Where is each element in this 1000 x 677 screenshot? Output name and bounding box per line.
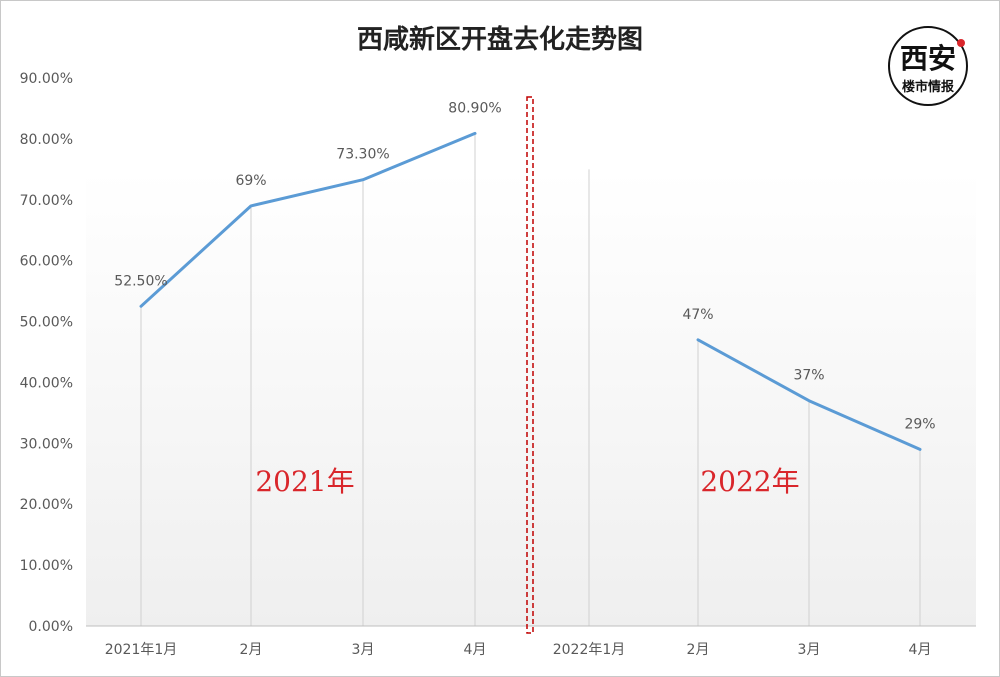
y-tick-label: 60.00% bbox=[20, 254, 73, 270]
data-label: 47% bbox=[682, 307, 713, 323]
x-tick-label: 2021年1月 bbox=[105, 642, 178, 658]
x-tick-label: 2月 bbox=[240, 642, 263, 658]
logo-subtext: 楼市情报 bbox=[902, 79, 955, 95]
logo-dot bbox=[957, 39, 965, 47]
data-labels: 52.50% 69% 73.30% 80.90% 47% 37% 29% bbox=[114, 100, 935, 432]
data-label: 29% bbox=[904, 416, 935, 432]
y-tick-label: 30.00% bbox=[20, 436, 73, 452]
data-label: 73.30% bbox=[336, 147, 389, 163]
x-axis: 2021年1月 2月 3月 4月 2022年1月 2月 3月 4月 bbox=[105, 642, 932, 658]
logo-circle bbox=[888, 26, 968, 106]
year-label-2022: 2022年 bbox=[700, 465, 799, 498]
y-axis: 0.00% 10.00% 20.00% 30.00% 40.00% 50.00% 60.00… bbox=[20, 71, 73, 635]
x-tick-label: 4月 bbox=[909, 642, 932, 658]
y-tick-label: 40.00% bbox=[20, 375, 73, 391]
x-tick-label: 2022年1月 bbox=[553, 642, 626, 658]
y-tick-label: 10.00% bbox=[20, 558, 73, 574]
y-tick-label: 20.00% bbox=[20, 497, 73, 513]
y-tick-label: 90.00% bbox=[20, 71, 73, 87]
x-tick-label: 3月 bbox=[352, 642, 375, 658]
x-tick-label: 3月 bbox=[798, 642, 821, 658]
x-tick-label: 4月 bbox=[464, 642, 487, 658]
year-divider bbox=[526, 96, 534, 634]
y-tick-label: 80.00% bbox=[20, 132, 73, 148]
logo-text: 西安 bbox=[900, 42, 956, 75]
data-label: 80.90% bbox=[448, 100, 501, 116]
y-tick-label: 70.00% bbox=[20, 193, 73, 209]
series-segment bbox=[696, 338, 922, 451]
x-tick-label: 2月 bbox=[687, 642, 710, 658]
logo: 西安 楼市情报 bbox=[888, 26, 968, 106]
series-segment bbox=[139, 131, 477, 308]
data-label: 52.50% bbox=[114, 273, 167, 289]
drop-lines bbox=[140, 133, 921, 626]
data-label: 69% bbox=[235, 173, 266, 189]
y-tick-label: 0.00% bbox=[29, 619, 73, 635]
chart-title: 西咸新区开盘去化走势图 bbox=[357, 24, 643, 55]
data-label: 37% bbox=[793, 368, 824, 384]
y-tick-label: 50.00% bbox=[20, 315, 73, 331]
plot-background bbox=[86, 170, 976, 626]
year-label-2021: 2021年 bbox=[255, 465, 354, 498]
series-line bbox=[139, 131, 922, 451]
